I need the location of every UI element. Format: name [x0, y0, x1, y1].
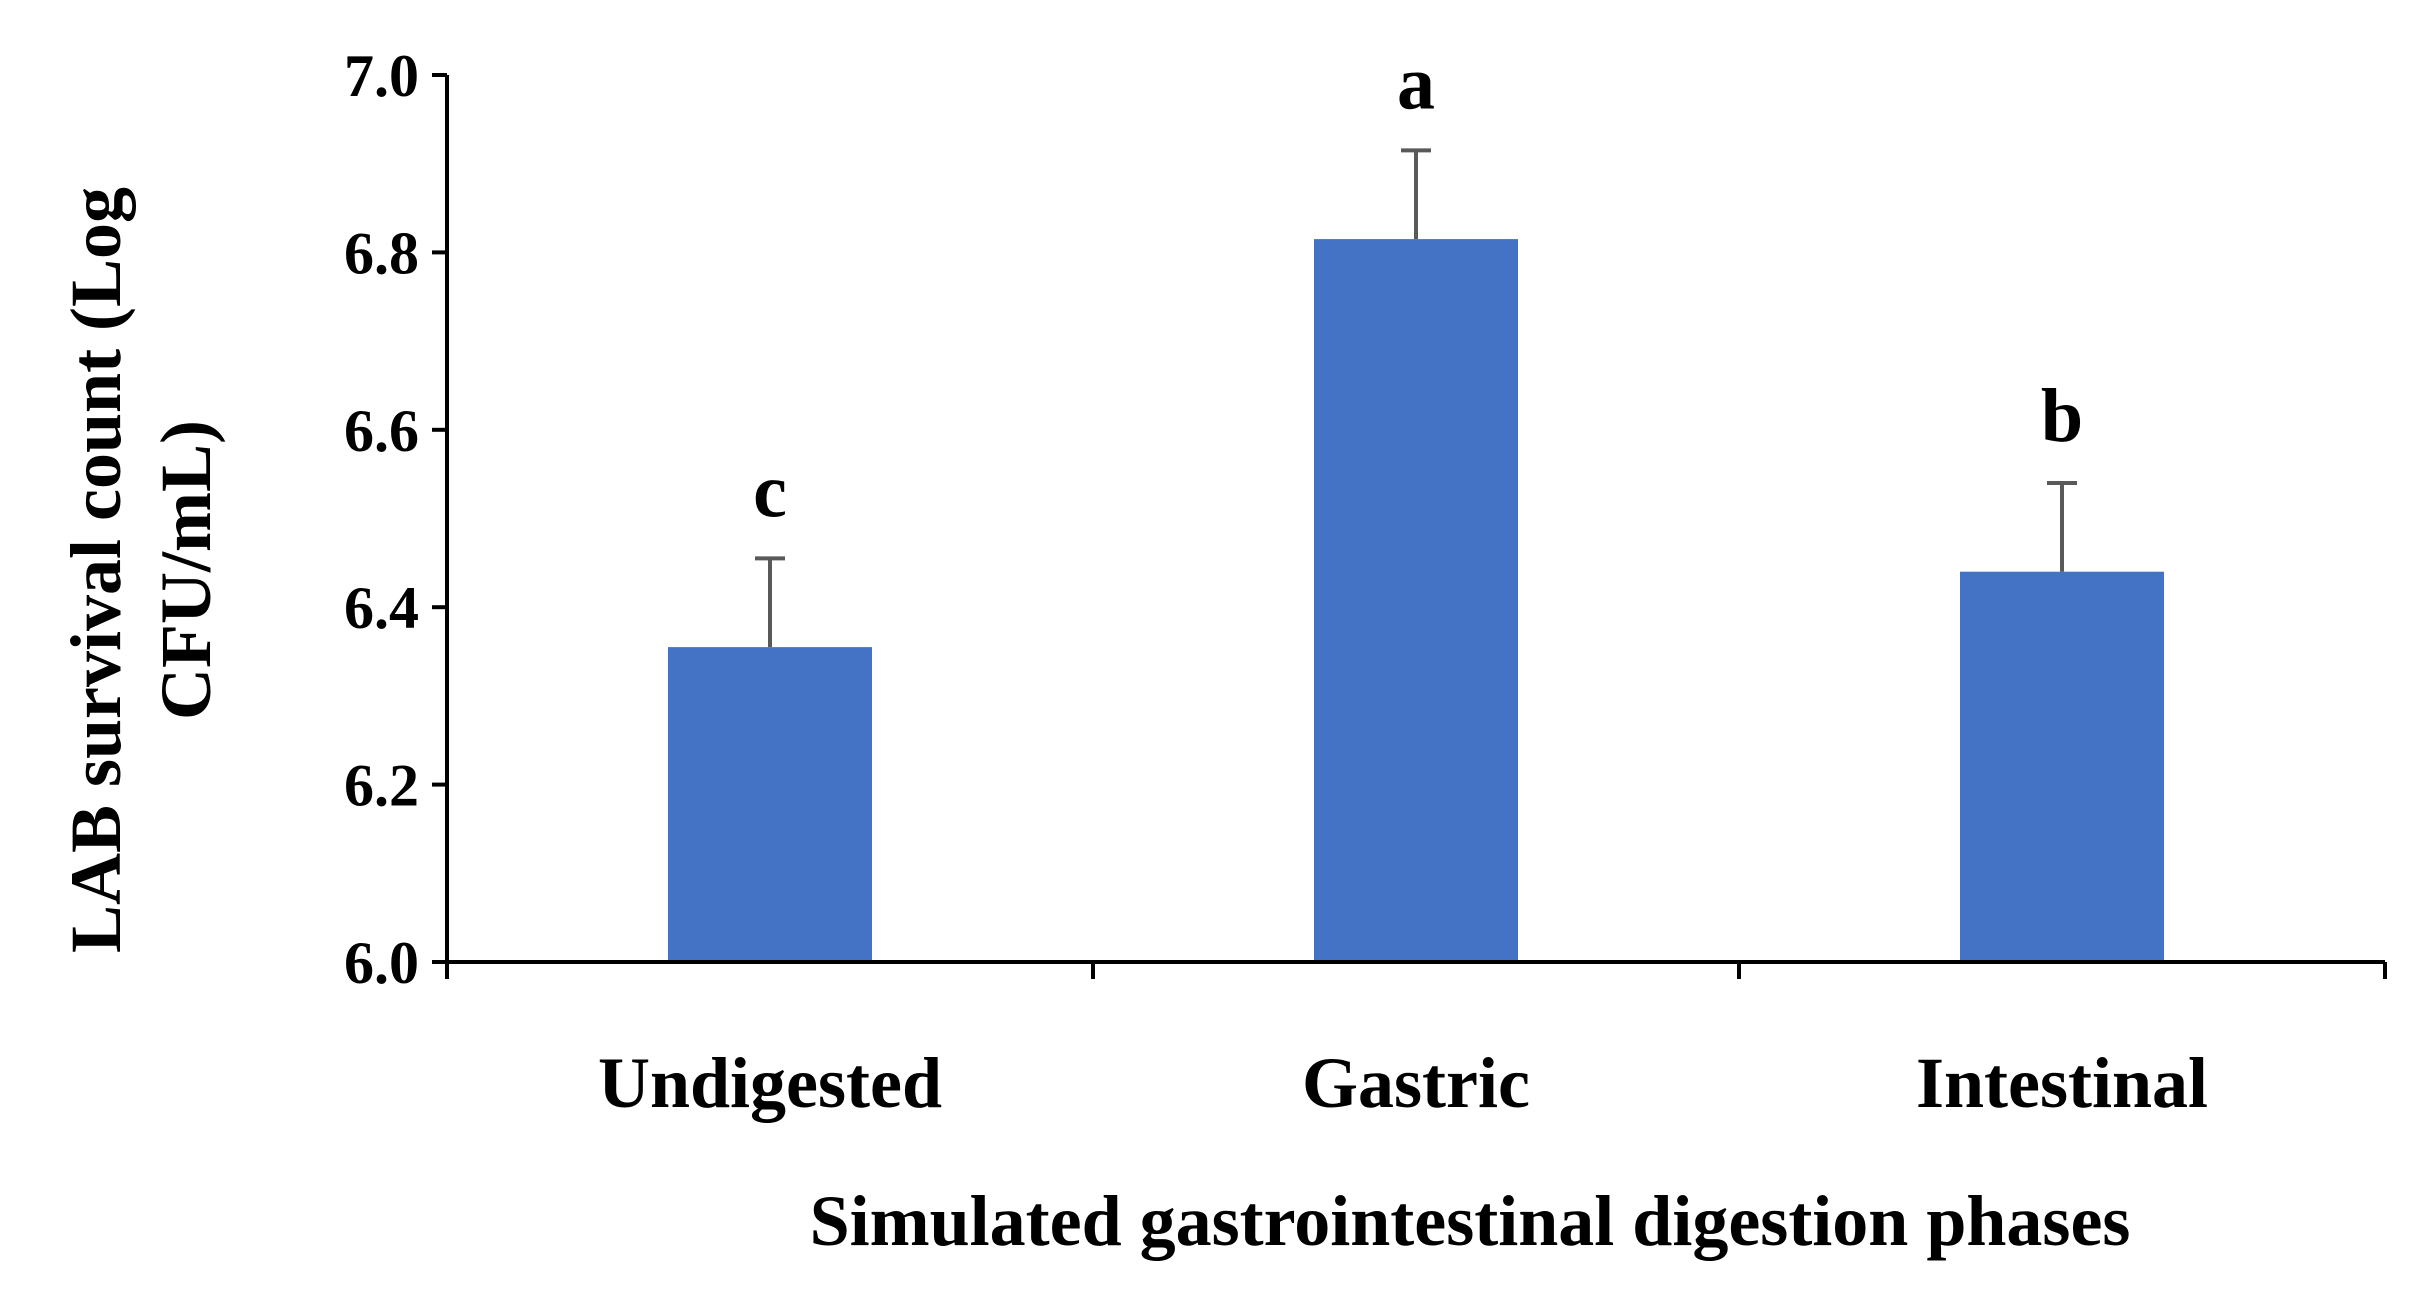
- bar-intestinal: [1960, 571, 2164, 962]
- y-axis-title-line-2: CFU/mL): [146, 420, 226, 720]
- y-tick-label: 6.0: [344, 930, 419, 996]
- plot-area: 6.0 6.2 6.4 6.6 6.8 7.0 c Undigested a Gastric b In…: [344, 41, 2387, 1123]
- bar-gastric: [1314, 239, 1518, 963]
- y-axis-title: LAB survival count (Log CFU/mL): [56, 187, 226, 953]
- y-tick-label: 6.2: [344, 753, 419, 819]
- y-tick-label: 6.6: [344, 398, 419, 464]
- x-axis-title: Simulated gastrointestinal digestion pha…: [810, 1181, 2131, 1261]
- y-tick-label: 7.0: [344, 43, 419, 109]
- x-tick-label: Gastric: [1302, 1043, 1530, 1123]
- bar-undigested: [668, 647, 872, 962]
- y-axis-title-line-1: LAB survival count (Log: [56, 187, 136, 953]
- x-tick-label: Undigested: [598, 1043, 942, 1123]
- x-tick-label: Intestinal: [1916, 1043, 2208, 1123]
- y-tick-label: 6.8: [344, 220, 419, 286]
- y-tick-label: 6.4: [344, 575, 419, 641]
- significance-letter: b: [2041, 374, 2083, 458]
- significance-letter: c: [753, 449, 787, 533]
- significance-letter: a: [1397, 41, 1435, 125]
